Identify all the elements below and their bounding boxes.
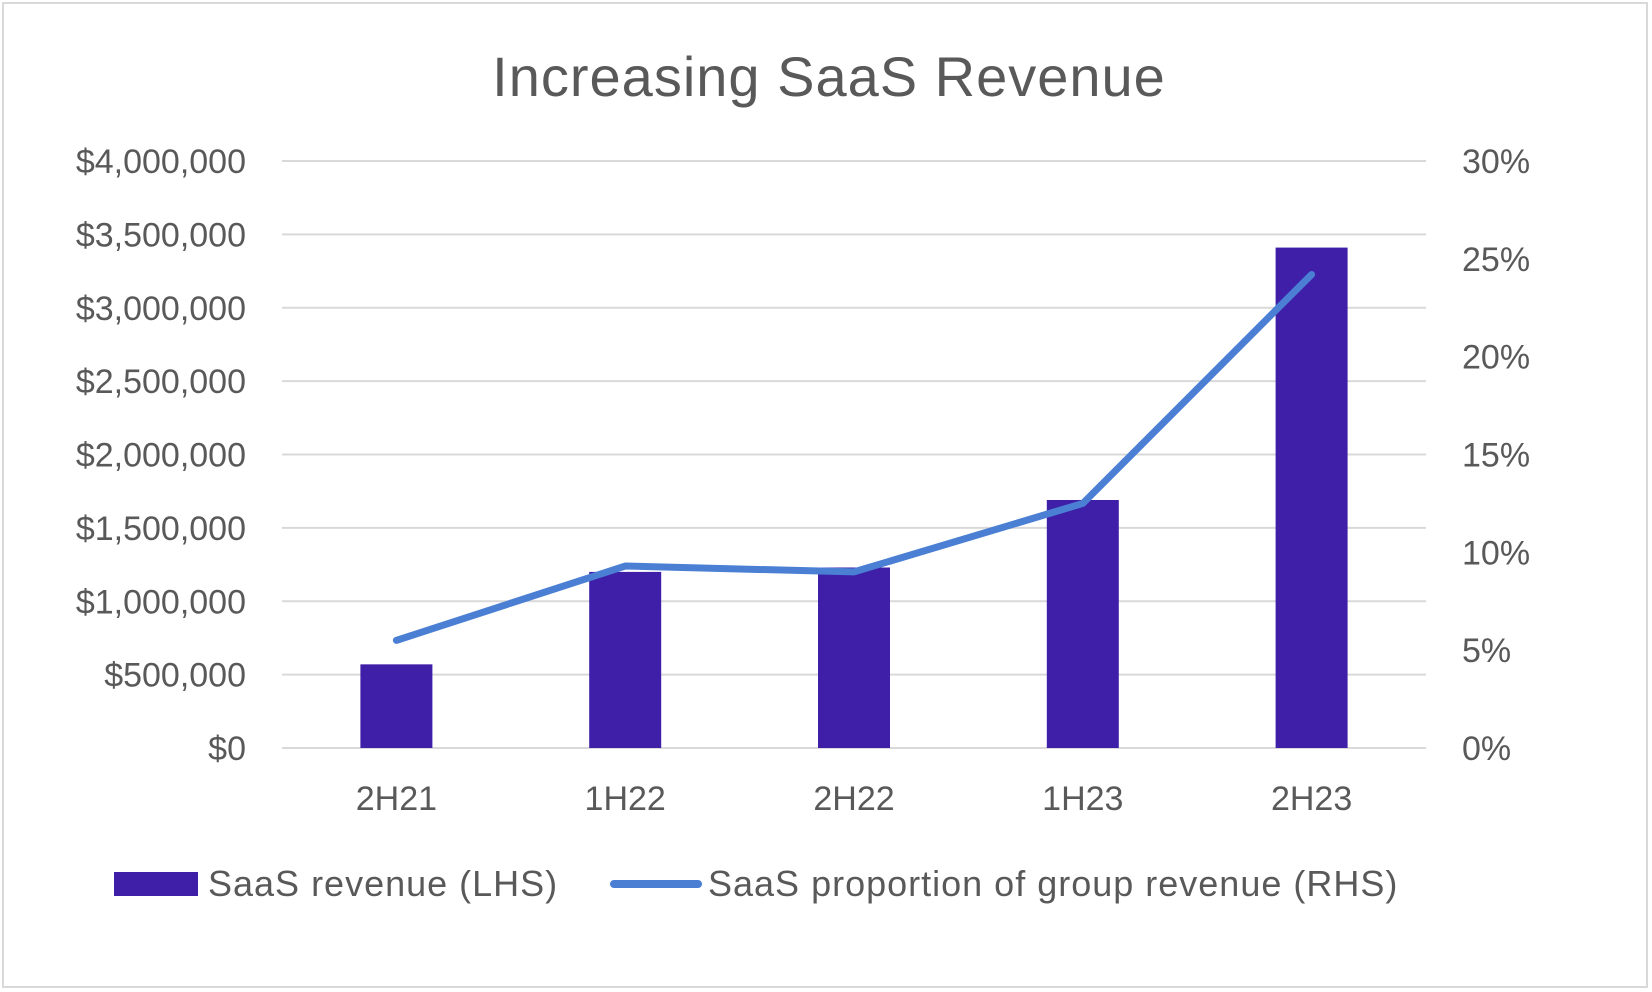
right-axis-tick-label: 15% xyxy=(1462,437,1530,475)
right-axis-tick-label: 10% xyxy=(1462,534,1530,572)
bar-2H22 xyxy=(818,567,890,748)
x-axis: 2H21 1H22 2H22 1H23 2H23 xyxy=(356,780,1352,818)
right-axis-tick-label: 30% xyxy=(1462,143,1530,181)
left-axis-tick-label: $3,500,000 xyxy=(76,216,246,254)
line-point-2H21 xyxy=(395,639,398,642)
legend: SaaS revenue (LHS) SaaS proportion of gr… xyxy=(114,863,1398,904)
right-axis-tick-label: 0% xyxy=(1462,730,1511,768)
left-axis-tick-label: $500,000 xyxy=(104,657,246,695)
legend-line-label: SaaS proportion of group revenue (RHS) xyxy=(708,863,1398,904)
bar-2H21 xyxy=(360,664,433,748)
bar-series xyxy=(360,247,1348,748)
left-axis-tick-label: $2,000,000 xyxy=(76,437,246,475)
chart-title: Increasing SaaS Revenue xyxy=(492,45,1166,108)
right-axis: 0% 5% 10% 15% 20% 25% 30% xyxy=(1462,143,1530,768)
left-axis-tick-label: $1,000,000 xyxy=(76,583,246,621)
x-axis-tick-label: 2H21 xyxy=(356,780,437,818)
left-axis-tick-label: $2,500,000 xyxy=(76,363,246,401)
left-axis: $0 $500,000 $1,000,000 $1,500,000 $2,000,000… xyxy=(76,143,246,768)
legend-bar-swatch xyxy=(114,872,198,896)
bar-1H22 xyxy=(589,571,662,748)
left-axis-tick-label: $4,000,000 xyxy=(76,143,246,181)
bar-1H23 xyxy=(1046,499,1119,748)
right-axis-tick-label: 5% xyxy=(1462,632,1511,670)
legend-bar-label: SaaS revenue (LHS) xyxy=(208,863,558,904)
gridlines xyxy=(282,160,1426,749)
bar-2H23 xyxy=(1275,247,1348,748)
left-axis-tick-label: $1,500,000 xyxy=(76,510,246,548)
x-axis-tick-label: 1H23 xyxy=(1042,780,1123,818)
left-axis-tick-label: $0 xyxy=(208,730,246,768)
x-axis-tick-label: 2H23 xyxy=(1271,780,1352,818)
line-point-2H23 xyxy=(1310,273,1313,276)
line-series xyxy=(392,270,1316,644)
line-point-1H22 xyxy=(624,565,627,568)
chart-svg: Increasing SaaS Revenue $0 $500,000 $1,000… xyxy=(76,45,1530,904)
right-axis-tick-label: 25% xyxy=(1462,241,1530,279)
line-point-1H23 xyxy=(1081,502,1084,505)
x-axis-tick-label: 1H22 xyxy=(585,780,666,818)
right-axis-tick-label: 20% xyxy=(1462,339,1530,377)
line-point-2H22 xyxy=(853,570,855,573)
x-axis-tick-label: 2H22 xyxy=(813,780,894,818)
left-axis-tick-label: $3,000,000 xyxy=(76,290,246,328)
